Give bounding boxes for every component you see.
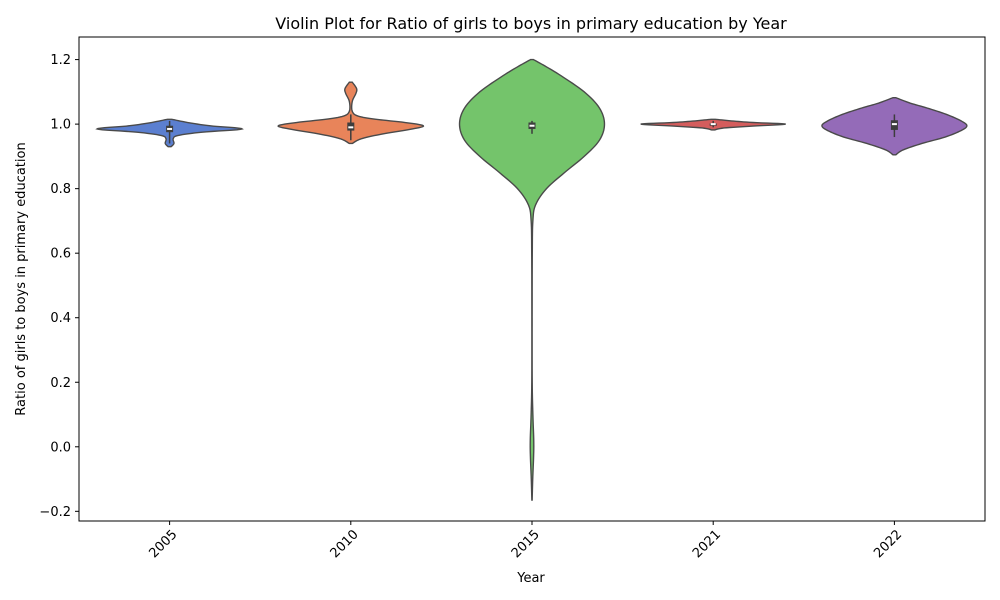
y-axis-label: Ratio of girls to boys in primary educat… — [14, 142, 29, 415]
violin-median-2015 — [529, 124, 535, 127]
violin-body-2015 — [458, 58, 606, 501]
y-tick-label: 0.8 — [50, 182, 71, 197]
y-tick-label: 1.0 — [50, 118, 71, 133]
y-tick-label: −0.2 — [39, 505, 71, 520]
y-axis-ticks: −0.2 0.0 0.2 0.4 0.6 0.8 1.0 1.2 — [39, 53, 79, 520]
violin-median-2010 — [348, 126, 354, 129]
y-tick-label: 1.2 — [50, 53, 71, 68]
y-tick-label: 0.6 — [50, 247, 71, 262]
x-axis-label: Year — [516, 571, 545, 586]
y-tick-label: 0.4 — [50, 311, 71, 326]
chart-title: Violin Plot for Ratio of girls to boys i… — [275, 14, 787, 33]
violin-body-2010 — [277, 81, 425, 145]
violin-median-2005 — [167, 127, 173, 130]
y-tick-label: 0.0 — [50, 440, 71, 455]
violins-group — [95, 58, 968, 501]
violin-median-2022 — [891, 123, 897, 126]
y-tick-label: 0.2 — [50, 376, 71, 391]
plot-frame — [78, 36, 986, 522]
violin-median-2021 — [710, 123, 716, 126]
